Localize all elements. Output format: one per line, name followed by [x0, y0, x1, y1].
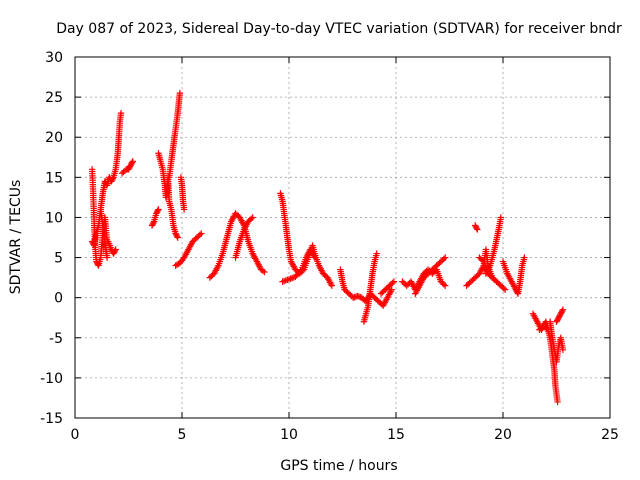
data-point [112, 246, 119, 253]
data-point [474, 226, 481, 233]
x-tick-label: 15 [387, 427, 405, 443]
data-point [328, 282, 335, 289]
y-tick-label: 30 [45, 50, 63, 66]
chart-title: Day 087 of 2023, Sidereal Day-to-day VTE… [56, 21, 622, 37]
data-point [388, 286, 395, 293]
data-point [261, 268, 268, 276]
data-point [543, 325, 550, 332]
data-point [117, 109, 125, 117]
data-point [128, 159, 136, 166]
x-tick-label: 10 [280, 427, 298, 443]
data-point [554, 398, 561, 406]
data-point [479, 257, 486, 264]
data-point [198, 230, 205, 237]
y-tick-label: -15 [40, 411, 63, 427]
data-point [521, 254, 528, 261]
y-tick-label: 15 [45, 170, 63, 186]
data-point [491, 277, 499, 284]
data-point [180, 206, 188, 213]
y-tick-label: 10 [45, 210, 63, 226]
x-tick-label: 0 [71, 427, 80, 443]
data-point [497, 214, 505, 221]
y-tick-label: 5 [54, 251, 63, 267]
data-point [196, 231, 204, 239]
data-point [311, 254, 318, 261]
y-tick-label: -5 [49, 331, 63, 347]
data-point [559, 307, 566, 315]
data-point [129, 158, 136, 165]
y-tick-label: 25 [45, 90, 63, 106]
data-point [544, 326, 552, 333]
data-point [442, 254, 449, 261]
data-point [559, 306, 567, 313]
data-point [247, 215, 255, 222]
data-point [173, 232, 181, 240]
y-tick-label: 0 [54, 291, 63, 307]
data-point [111, 247, 119, 255]
x-tick-label: 20 [494, 427, 512, 443]
data-point [442, 282, 449, 289]
data-point [501, 286, 509, 293]
data-point [109, 175, 117, 182]
x-tick-label: 25 [601, 427, 619, 443]
data-point [493, 278, 500, 285]
data-point [150, 219, 157, 226]
data-points [88, 89, 567, 406]
y-axis-label: SDTVAR / TECUs [8, 180, 24, 295]
y-tick-label: -10 [40, 371, 63, 387]
data-point [500, 285, 507, 292]
data-point [440, 281, 447, 288]
data-point [102, 246, 110, 253]
data-point [154, 207, 161, 214]
data-point [249, 214, 256, 221]
data-point [473, 224, 480, 232]
data-point [373, 250, 380, 257]
axis-ticks: 0 5 10 15 20 25 -15 -10 -5 0 5 10 15 20 25 30 [40, 50, 619, 443]
plot-frame [74, 56, 611, 419]
data-point [173, 261, 181, 268]
data-point [155, 206, 162, 213]
x-tick-label: 5 [178, 427, 187, 443]
data-point [390, 278, 398, 285]
y-tick-label: 20 [45, 130, 63, 146]
data-point [297, 267, 304, 275]
data-point [559, 346, 567, 354]
data-point [176, 89, 184, 97]
data-point [389, 279, 396, 287]
grid-lines [75, 57, 610, 418]
data-point [440, 255, 447, 263]
data-point [174, 234, 181, 241]
x-axis-label: GPS time / hours [280, 458, 397, 474]
